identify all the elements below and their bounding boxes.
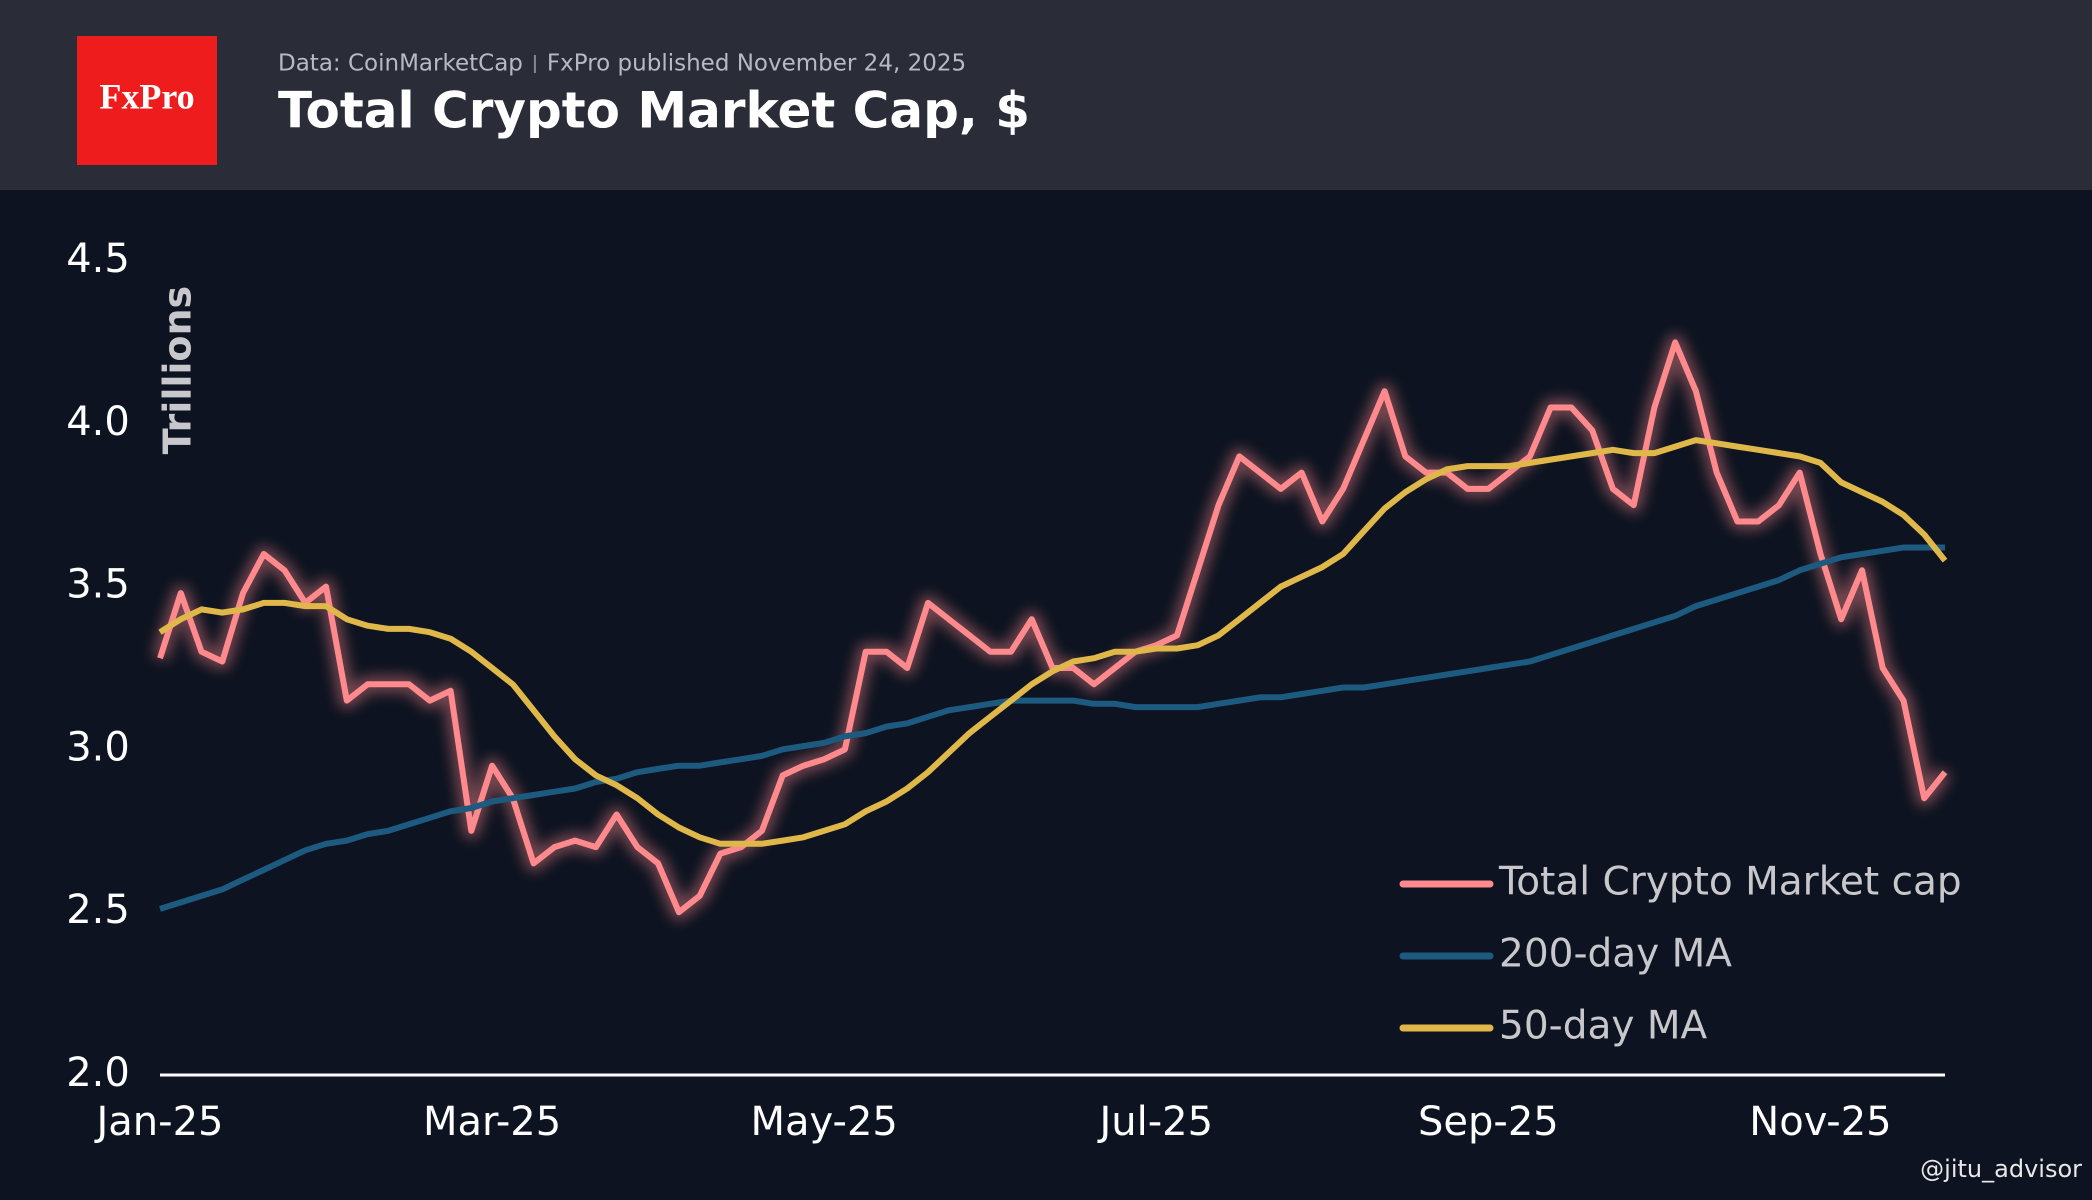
y-tick-label: 2.0 (66, 1050, 130, 1096)
y-tick-label: 4.5 (66, 236, 130, 282)
y-tick-label: 4.0 (66, 399, 130, 445)
y-tick-label: 3.5 (66, 562, 130, 608)
y-tick-label: 2.5 (66, 887, 130, 933)
chart-title: Total Crypto Market Cap, $ (278, 82, 1030, 140)
y-axis-label: Trillions (156, 286, 200, 454)
header-bar (0, 0, 2092, 190)
x-tick-label: Jan-25 (94, 1099, 224, 1145)
legend-label: 50-day MA (1499, 1004, 1707, 1049)
x-tick-label: May-25 (751, 1099, 898, 1145)
legend-label: 200-day MA (1499, 932, 1732, 977)
legend-label: Total Crypto Market cap (1498, 860, 1962, 905)
x-tick-label: Nov-25 (1749, 1099, 1891, 1145)
series-line (159, 544, 1945, 912)
x-tick-label: Mar-25 (423, 1099, 561, 1145)
x-tick-label: Sep-25 (1418, 1099, 1559, 1145)
x-tick-label: Jul-25 (1096, 1099, 1213, 1145)
watermark: @jitu_advisor (1920, 1155, 2082, 1183)
published: FxPro published November 24, 2025 (547, 51, 966, 77)
y-tick-label: 3.0 (66, 724, 130, 770)
logo-text: FxPro (99, 76, 194, 116)
logo-box (77, 36, 217, 165)
series-line (158, 437, 1948, 847)
source: Data: CoinMarketCap (278, 51, 523, 77)
